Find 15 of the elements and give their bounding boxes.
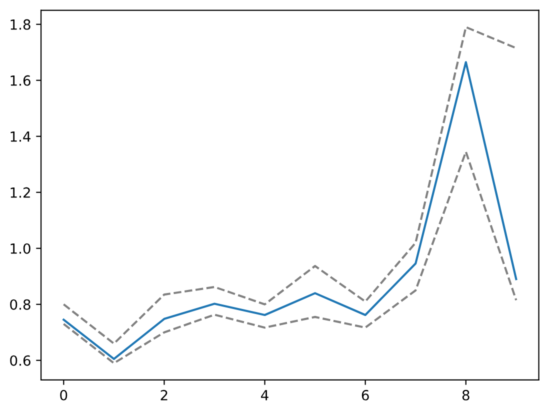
x-tick-label: 6 [362,390,369,400]
x-tick-label: 8 [462,390,470,400]
x-tick-label: 2 [160,390,168,400]
line-series [62,26,518,345]
y-tick-label: 1.2 [10,187,30,198]
y-tick-label: 1.8 [10,19,30,30]
y-tick-label: 0.6 [10,355,30,366]
y-tick-label: 0.8 [10,299,30,310]
x-tick-label: 4 [261,390,268,400]
y-tick-label: 1.0 [10,243,30,254]
y-tick-label: 1.4 [10,131,31,142]
line-series [62,150,518,364]
y-tick-label: 1.6 [10,75,30,86]
line-series [62,61,518,360]
x-tick-label: 0 [60,390,68,400]
